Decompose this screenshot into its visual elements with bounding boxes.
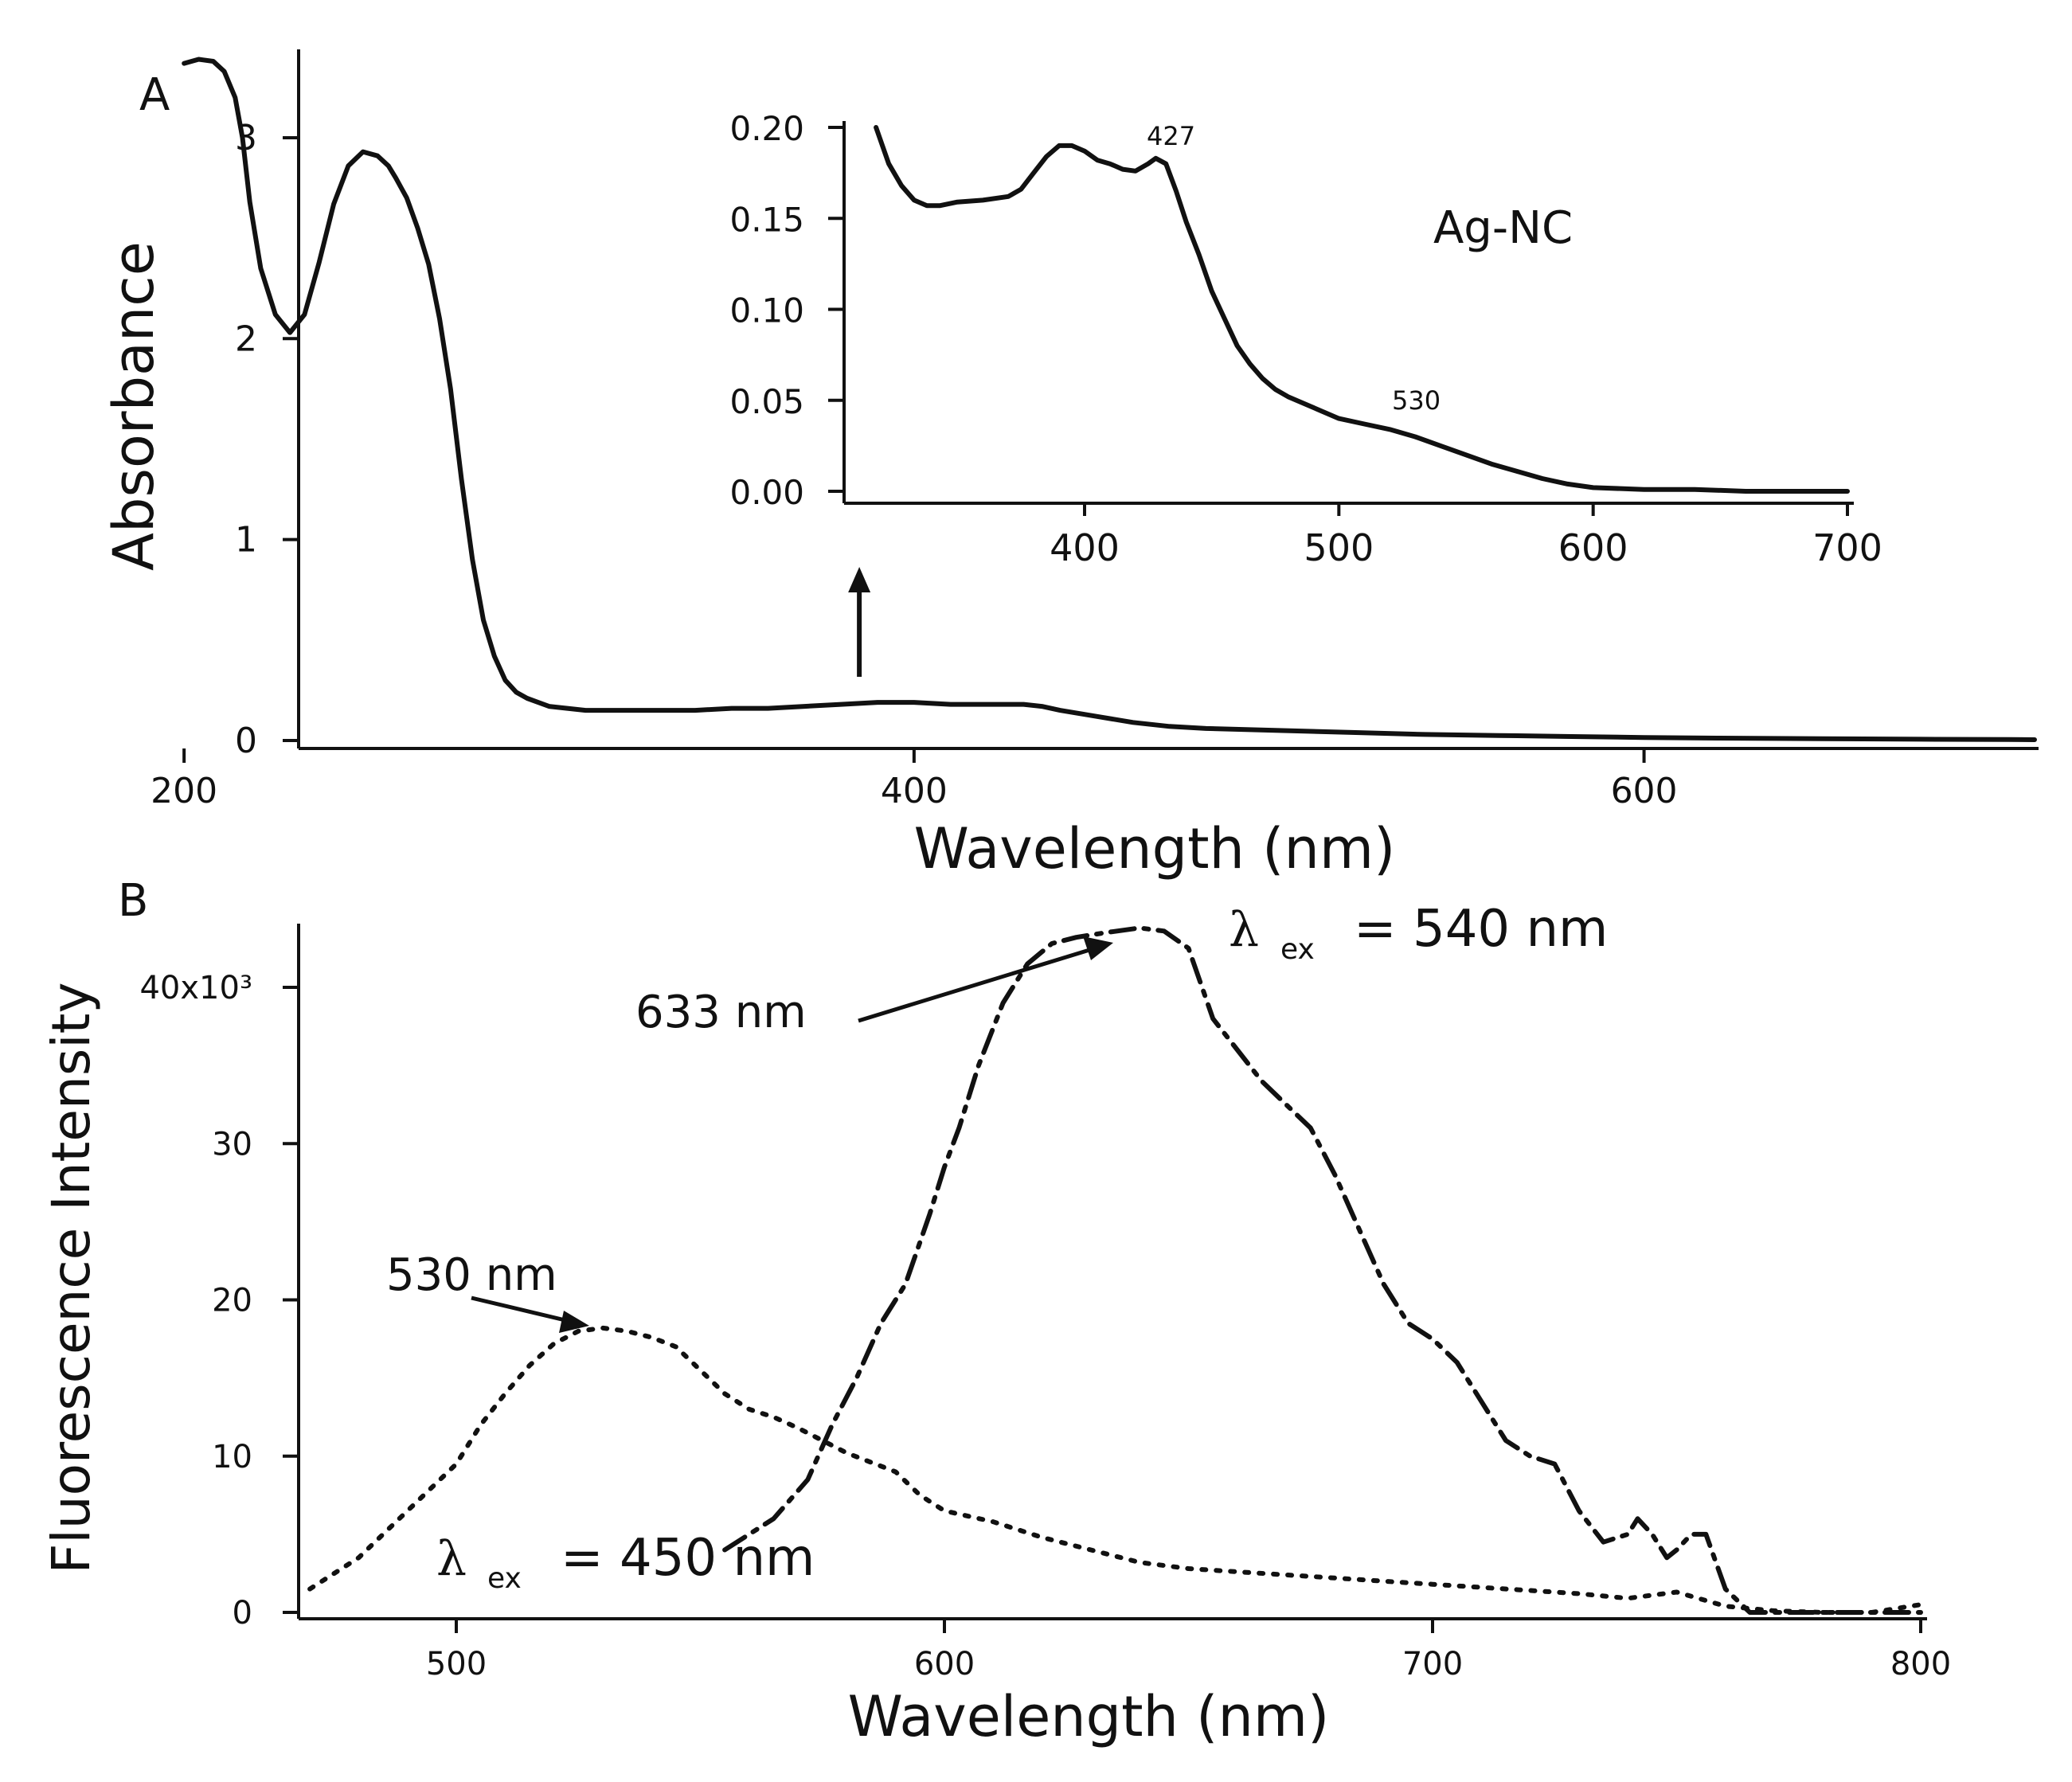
panel-b-y-tick-label: 40x10³ (139, 970, 252, 1006)
panel-a-y-axis-label: Absorbance (101, 241, 166, 571)
inset-annotation-530: 530 (1392, 385, 1441, 416)
inset-y-tick-label: 0.00 (729, 473, 804, 512)
panel-b-y-tick-label: 20 (212, 1283, 252, 1319)
panel-b-y-tick-label: 30 (212, 1126, 252, 1163)
inset-y-tick-label: 0.05 (729, 382, 804, 421)
panel-a-x-tick-label: 400 (881, 771, 948, 811)
inset-y-tick-label: 0.20 (729, 109, 804, 148)
annotation-lambda-540: λ ex = 540 nm (1229, 900, 1608, 966)
panel-a-plot-area (182, 57, 2037, 742)
panel-a-x-tick-label: 200 (151, 771, 217, 811)
inset: Ag-NC 400 500 600 700 0.00 0.05 0.10 0.15 0.20 4… (729, 109, 1882, 569)
panel-b-axes: 500 600 700 800 0 10 20 30 40x10³ (139, 924, 1951, 1682)
panel-b: B Fluorescence Intensity Wavelength (nm)… (41, 875, 1951, 1749)
panel-b-label: B (118, 875, 148, 927)
annotation-530nm-arrow (471, 1295, 573, 1324)
annotation-633nm-arrowhead (1083, 936, 1113, 960)
inset-x-tick-label: 700 (1812, 526, 1882, 569)
annotation-530nm-arrowhead (559, 1311, 589, 1333)
panel-a-arrowhead (848, 567, 871, 592)
inset-axes: 400 500 600 700 0.00 0.05 0.10 0.15 0.20 (729, 109, 1882, 569)
panel-a-y-tick-label: 1 (235, 520, 257, 561)
lambda-450-text: = 450 nm (561, 1529, 815, 1588)
inset-plot-area (874, 125, 1850, 494)
panel-b-series-450nm (307, 1325, 1923, 1615)
panel-a-label: A (139, 69, 170, 121)
annotation-633nm-arrow (858, 945, 1098, 1023)
panel-b-plot-area (307, 925, 1923, 1615)
panel-a-y-tick-label: 0 (235, 721, 257, 761)
inset-x-tick-label: 500 (1304, 526, 1374, 569)
lambda-540-text: = 540 nm (1354, 900, 1608, 959)
lambda-540-subscript: ex (1280, 933, 1315, 966)
inset-annotation-427: 427 (1147, 121, 1195, 151)
panel-a-x-axis-label: Wavelength (nm) (914, 816, 1396, 881)
inset-y-tick-label: 0.10 (729, 291, 804, 330)
panel-b-x-tick-label: 600 (914, 1646, 975, 1682)
annotation-633nm: 633 nm (635, 987, 807, 1038)
panel-b-y-axis-label: Fluorescence Intensity (41, 982, 102, 1573)
annotation-530nm: 530 nm (386, 1249, 557, 1301)
panel-b-series-540nm (722, 925, 1923, 1615)
inset-y-tick-label: 0.15 (729, 200, 804, 239)
panel-b-x-axis-label: Wavelength (nm) (848, 1684, 1330, 1749)
annotation-lambda-450: λ ex = 450 nm (436, 1529, 815, 1595)
lambda-540-symbol: λ (1229, 902, 1259, 958)
inset-title: Ag-NC (1433, 202, 1573, 254)
panel-a: A Absorbance Wavelength (nm) 200 400 600 0 1… (101, 49, 2039, 881)
inset-series-line (874, 125, 1850, 494)
panel-a-y-tick-label: 2 (235, 318, 257, 359)
panel-a-series-line (182, 57, 2037, 742)
inset-x-tick-label: 400 (1050, 526, 1120, 569)
panel-a-x-tick-label: 600 (1611, 771, 1678, 811)
inset-x-tick-label: 600 (1558, 526, 1628, 569)
panel-b-y-tick-label: 0 (233, 1595, 252, 1632)
panel-b-y-tick-label: 10 (212, 1439, 252, 1475)
lambda-450-subscript: ex (487, 1562, 522, 1595)
panel-b-x-tick-label: 800 (1890, 1646, 1951, 1682)
panel-b-x-tick-label: 700 (1402, 1646, 1463, 1682)
panel-b-x-tick-label: 500 (426, 1646, 487, 1682)
lambda-450-symbol: λ (436, 1531, 467, 1587)
